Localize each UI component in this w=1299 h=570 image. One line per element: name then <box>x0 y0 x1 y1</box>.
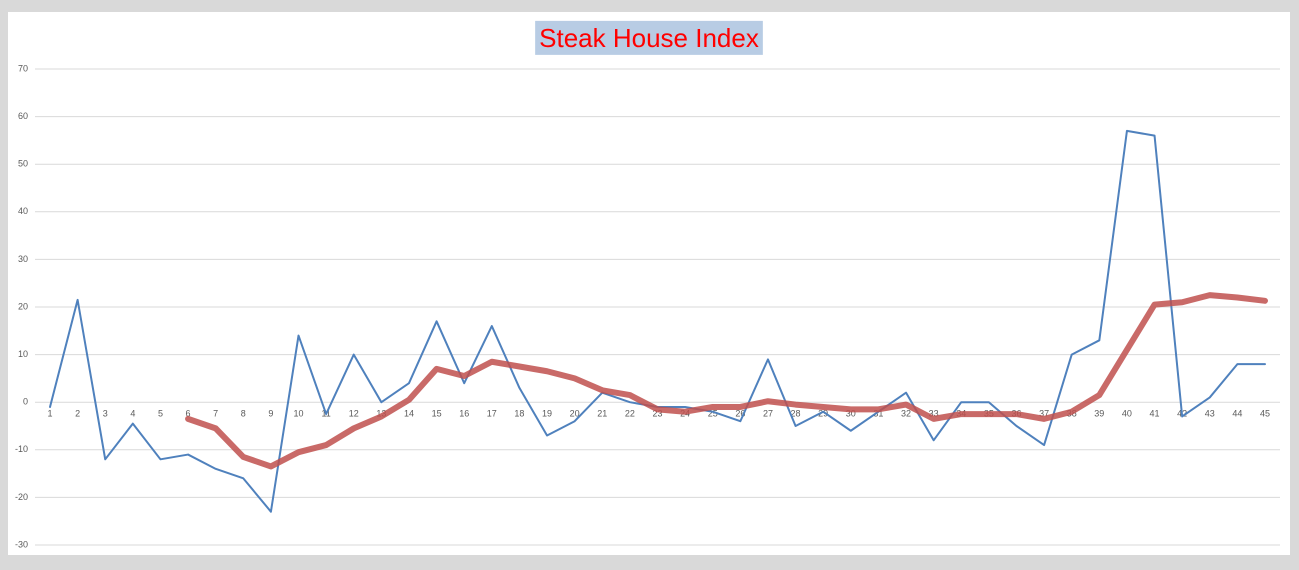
y-tick-label: 60 <box>18 111 28 121</box>
x-tick-label: 23 <box>652 409 662 419</box>
chart-title: Steak House Index <box>539 23 759 53</box>
x-tick-label: 30 <box>846 409 856 419</box>
y-tick-label: 10 <box>18 349 28 359</box>
x-tick-label: 27 <box>763 409 773 419</box>
x-tick-label: 28 <box>791 409 801 419</box>
x-tick-label: 2 <box>75 409 80 419</box>
y-tick-label: 20 <box>18 301 28 311</box>
title-background <box>535 20 763 55</box>
y-tick-label: -20 <box>15 492 28 502</box>
x-tick-label: 7 <box>213 409 218 419</box>
x-tick-label: 43 <box>1205 409 1215 419</box>
x-tick-label: 10 <box>294 409 304 419</box>
x-tick-label: 16 <box>459 409 469 419</box>
x-tick-label: 12 <box>349 409 359 419</box>
x-tick-label: 31 <box>873 409 883 419</box>
x-tick-label: 3 <box>103 409 108 419</box>
chart-area <box>8 12 1290 555</box>
x-tick-label: 29 <box>818 409 828 419</box>
x-tick-label: 39 <box>1094 409 1104 419</box>
x-tick-label: 33 <box>929 409 939 419</box>
y-tick-label: 40 <box>18 206 28 216</box>
y-tick-label: 0 <box>23 397 28 407</box>
x-tick-label: 32 <box>901 409 911 419</box>
x-tick-label: 8 <box>241 409 246 419</box>
x-tick-label: 5 <box>158 409 163 419</box>
x-tick-label: 37 <box>1039 409 1049 419</box>
x-tick-label: 14 <box>404 409 414 419</box>
x-tick-label: 6 <box>186 409 191 419</box>
y-tick-label: -10 <box>15 444 28 454</box>
x-tick-label: 25 <box>708 409 718 419</box>
x-tick-label: 45 <box>1260 409 1270 419</box>
x-tick-label: 9 <box>268 409 273 419</box>
x-tick-label: 18 <box>514 409 524 419</box>
x-tick-label: 44 <box>1232 409 1242 419</box>
x-tick-label: 22 <box>625 409 635 419</box>
x-tick-label: 41 <box>1150 409 1160 419</box>
y-tick-label: 30 <box>18 254 28 264</box>
x-tick-label: 21 <box>597 409 607 419</box>
x-tick-label: 26 <box>735 409 745 419</box>
y-tick-label: 50 <box>18 159 28 169</box>
x-tick-label: 4 <box>130 409 135 419</box>
y-tick-label: -30 <box>15 539 28 549</box>
x-tick-label: 20 <box>570 409 580 419</box>
series-line <box>185 292 1268 470</box>
x-tick-label: 19 <box>542 409 552 419</box>
y-tick-label: 70 <box>18 63 28 73</box>
x-tick-label: 40 <box>1122 409 1132 419</box>
x-tick-label: 17 <box>487 409 497 419</box>
x-tick-label: 15 <box>432 409 442 419</box>
x-tick-label: 1 <box>47 409 52 419</box>
